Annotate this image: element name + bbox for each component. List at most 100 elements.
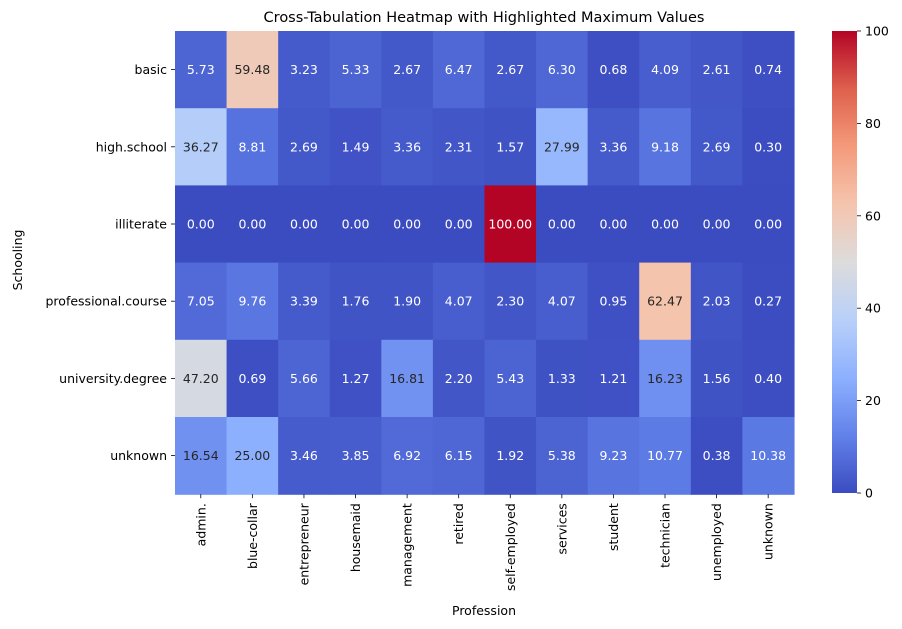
- cell-value-label: 5.73: [187, 62, 215, 77]
- heatmap-cell: [432, 31, 486, 109]
- cell-value-label: 6.92: [393, 448, 421, 463]
- x-tick-label: entrepreneur: [296, 502, 311, 585]
- colorbar-tick-label: 100: [865, 24, 889, 39]
- cell-value-label: 6.47: [445, 62, 473, 77]
- cell-value-label: 1.27: [342, 371, 370, 386]
- cell-value-label: 5.33: [342, 62, 370, 77]
- heatmap-cell: [175, 417, 228, 495]
- x-tick-label: services: [554, 503, 569, 554]
- heatmap-cell: [226, 339, 279, 418]
- heatmap-cell: [742, 185, 795, 264]
- heatmap-cell: [484, 185, 537, 264]
- heatmap-cell: [278, 417, 331, 495]
- heatmap-cell: [278, 262, 331, 341]
- cell-value-label: 0.00: [187, 217, 215, 232]
- heatmap-cell: [742, 262, 795, 341]
- heatmap-cell: [587, 108, 640, 186]
- cell-value-label: 5.38: [548, 448, 576, 463]
- heatmap-cell: [690, 31, 743, 109]
- heatmap-cell: [742, 417, 795, 495]
- heatmap-cell: [639, 31, 692, 109]
- cell-value-label: 0.00: [548, 217, 576, 232]
- heatmap-cell: [175, 185, 228, 264]
- heatmap-cell: [381, 108, 434, 186]
- cell-value-label: 0.00: [290, 217, 318, 232]
- heatmap-cell: [329, 185, 382, 264]
- cell-value-label: 3.85: [342, 448, 370, 463]
- cell-value-label: 3.23: [290, 62, 318, 77]
- cell-value-label: 1.33: [548, 371, 576, 386]
- cell-value-label: 16.54: [183, 448, 219, 463]
- heatmap-cell: [278, 185, 331, 264]
- cell-value-label: 25.00: [234, 448, 270, 463]
- heatmap-cell: [381, 31, 434, 109]
- heatmap-cell: [742, 31, 795, 109]
- heatmap-cell: [639, 108, 692, 186]
- heatmap-cell-labels: 5.73 59.48 3.23 5.33 2.67 6.47 2.67 6.30 0.68 4.0…: [183, 62, 786, 463]
- y-axis-label: Schooling: [10, 230, 25, 291]
- x-tick-label: student: [606, 503, 621, 551]
- heatmap-cell: [484, 262, 537, 341]
- cell-value-label: 4.07: [445, 294, 473, 309]
- cell-value-label: 3.46: [290, 448, 318, 463]
- heatmap-cell: [226, 262, 279, 341]
- cell-value-label: 0.00: [754, 217, 782, 232]
- cell-value-label: 10.77: [647, 448, 683, 463]
- heatmap-cell: [432, 339, 486, 418]
- cell-value-label: 0.00: [445, 217, 473, 232]
- colorbar: 0 20 40 60 80 100: [832, 24, 889, 501]
- cell-value-label: 0.27: [754, 294, 782, 309]
- x-tick-label: technician: [658, 503, 673, 568]
- heatmap-cell: [226, 185, 279, 264]
- heatmap-cell: [742, 339, 795, 418]
- cell-value-label: 2.67: [393, 62, 421, 77]
- heatmap-cell: [381, 417, 434, 495]
- heatmap-cell: [175, 108, 228, 186]
- colorbar-tick-label: 20: [865, 393, 881, 408]
- x-tick-label: management: [400, 503, 415, 587]
- cell-value-label: 1.56: [703, 371, 731, 386]
- cell-value-label: 1.90: [393, 294, 421, 309]
- cell-value-label: 1.21: [600, 371, 628, 386]
- heatmap-cell: [278, 31, 331, 109]
- heatmap-cell: [278, 339, 331, 418]
- x-tick-label: housemaid: [348, 503, 363, 572]
- cell-value-label: 2.20: [445, 371, 473, 386]
- x-tick-label: blue-collar: [245, 502, 260, 569]
- y-axis-ticks: basic high.school illiterate professional.c…: [46, 62, 175, 463]
- chart-title: Cross-Tabulation Heatmap with Highlighte…: [264, 10, 705, 26]
- heatmap-cell: [690, 185, 743, 264]
- cell-value-label: 3.36: [600, 139, 628, 154]
- heatmap-cells: [175, 31, 795, 495]
- cell-value-label: 7.05: [187, 294, 215, 309]
- cell-value-label: 2.67: [496, 62, 524, 77]
- heatmap-cell: [536, 262, 589, 341]
- heatmap-cell: [639, 339, 692, 418]
- cell-value-label: 0.40: [754, 371, 782, 386]
- x-tick-label: retired: [451, 503, 466, 544]
- cell-value-label: 0.38: [703, 448, 731, 463]
- cell-value-label: 0.00: [651, 217, 679, 232]
- heatmap-cell: [536, 339, 589, 418]
- cell-value-label: 3.36: [393, 139, 421, 154]
- cell-value-label: 9.18: [651, 139, 679, 154]
- cell-value-label: 16.23: [647, 371, 683, 386]
- cell-value-label: 0.69: [238, 371, 266, 386]
- heatmap-cell: [226, 417, 279, 495]
- x-tick-label: unknown: [761, 503, 776, 560]
- heatmap-cell: [742, 108, 795, 186]
- heatmap-cell: [329, 31, 382, 109]
- cell-value-label: 4.07: [548, 294, 576, 309]
- colorbar-tick-label: 60: [865, 208, 881, 223]
- heatmap-cell: [690, 339, 743, 418]
- cell-value-label: 0.68: [600, 62, 628, 77]
- heatmap-cell: [175, 262, 228, 341]
- cell-value-label: 36.27: [183, 139, 219, 154]
- y-tick-label: university.degree: [59, 371, 167, 386]
- cell-value-label: 0.00: [703, 217, 731, 232]
- cell-value-label: 4.09: [651, 62, 679, 77]
- cell-value-label: 5.43: [496, 371, 524, 386]
- heatmap-cell: [536, 417, 589, 495]
- cell-value-label: 8.81: [238, 139, 266, 154]
